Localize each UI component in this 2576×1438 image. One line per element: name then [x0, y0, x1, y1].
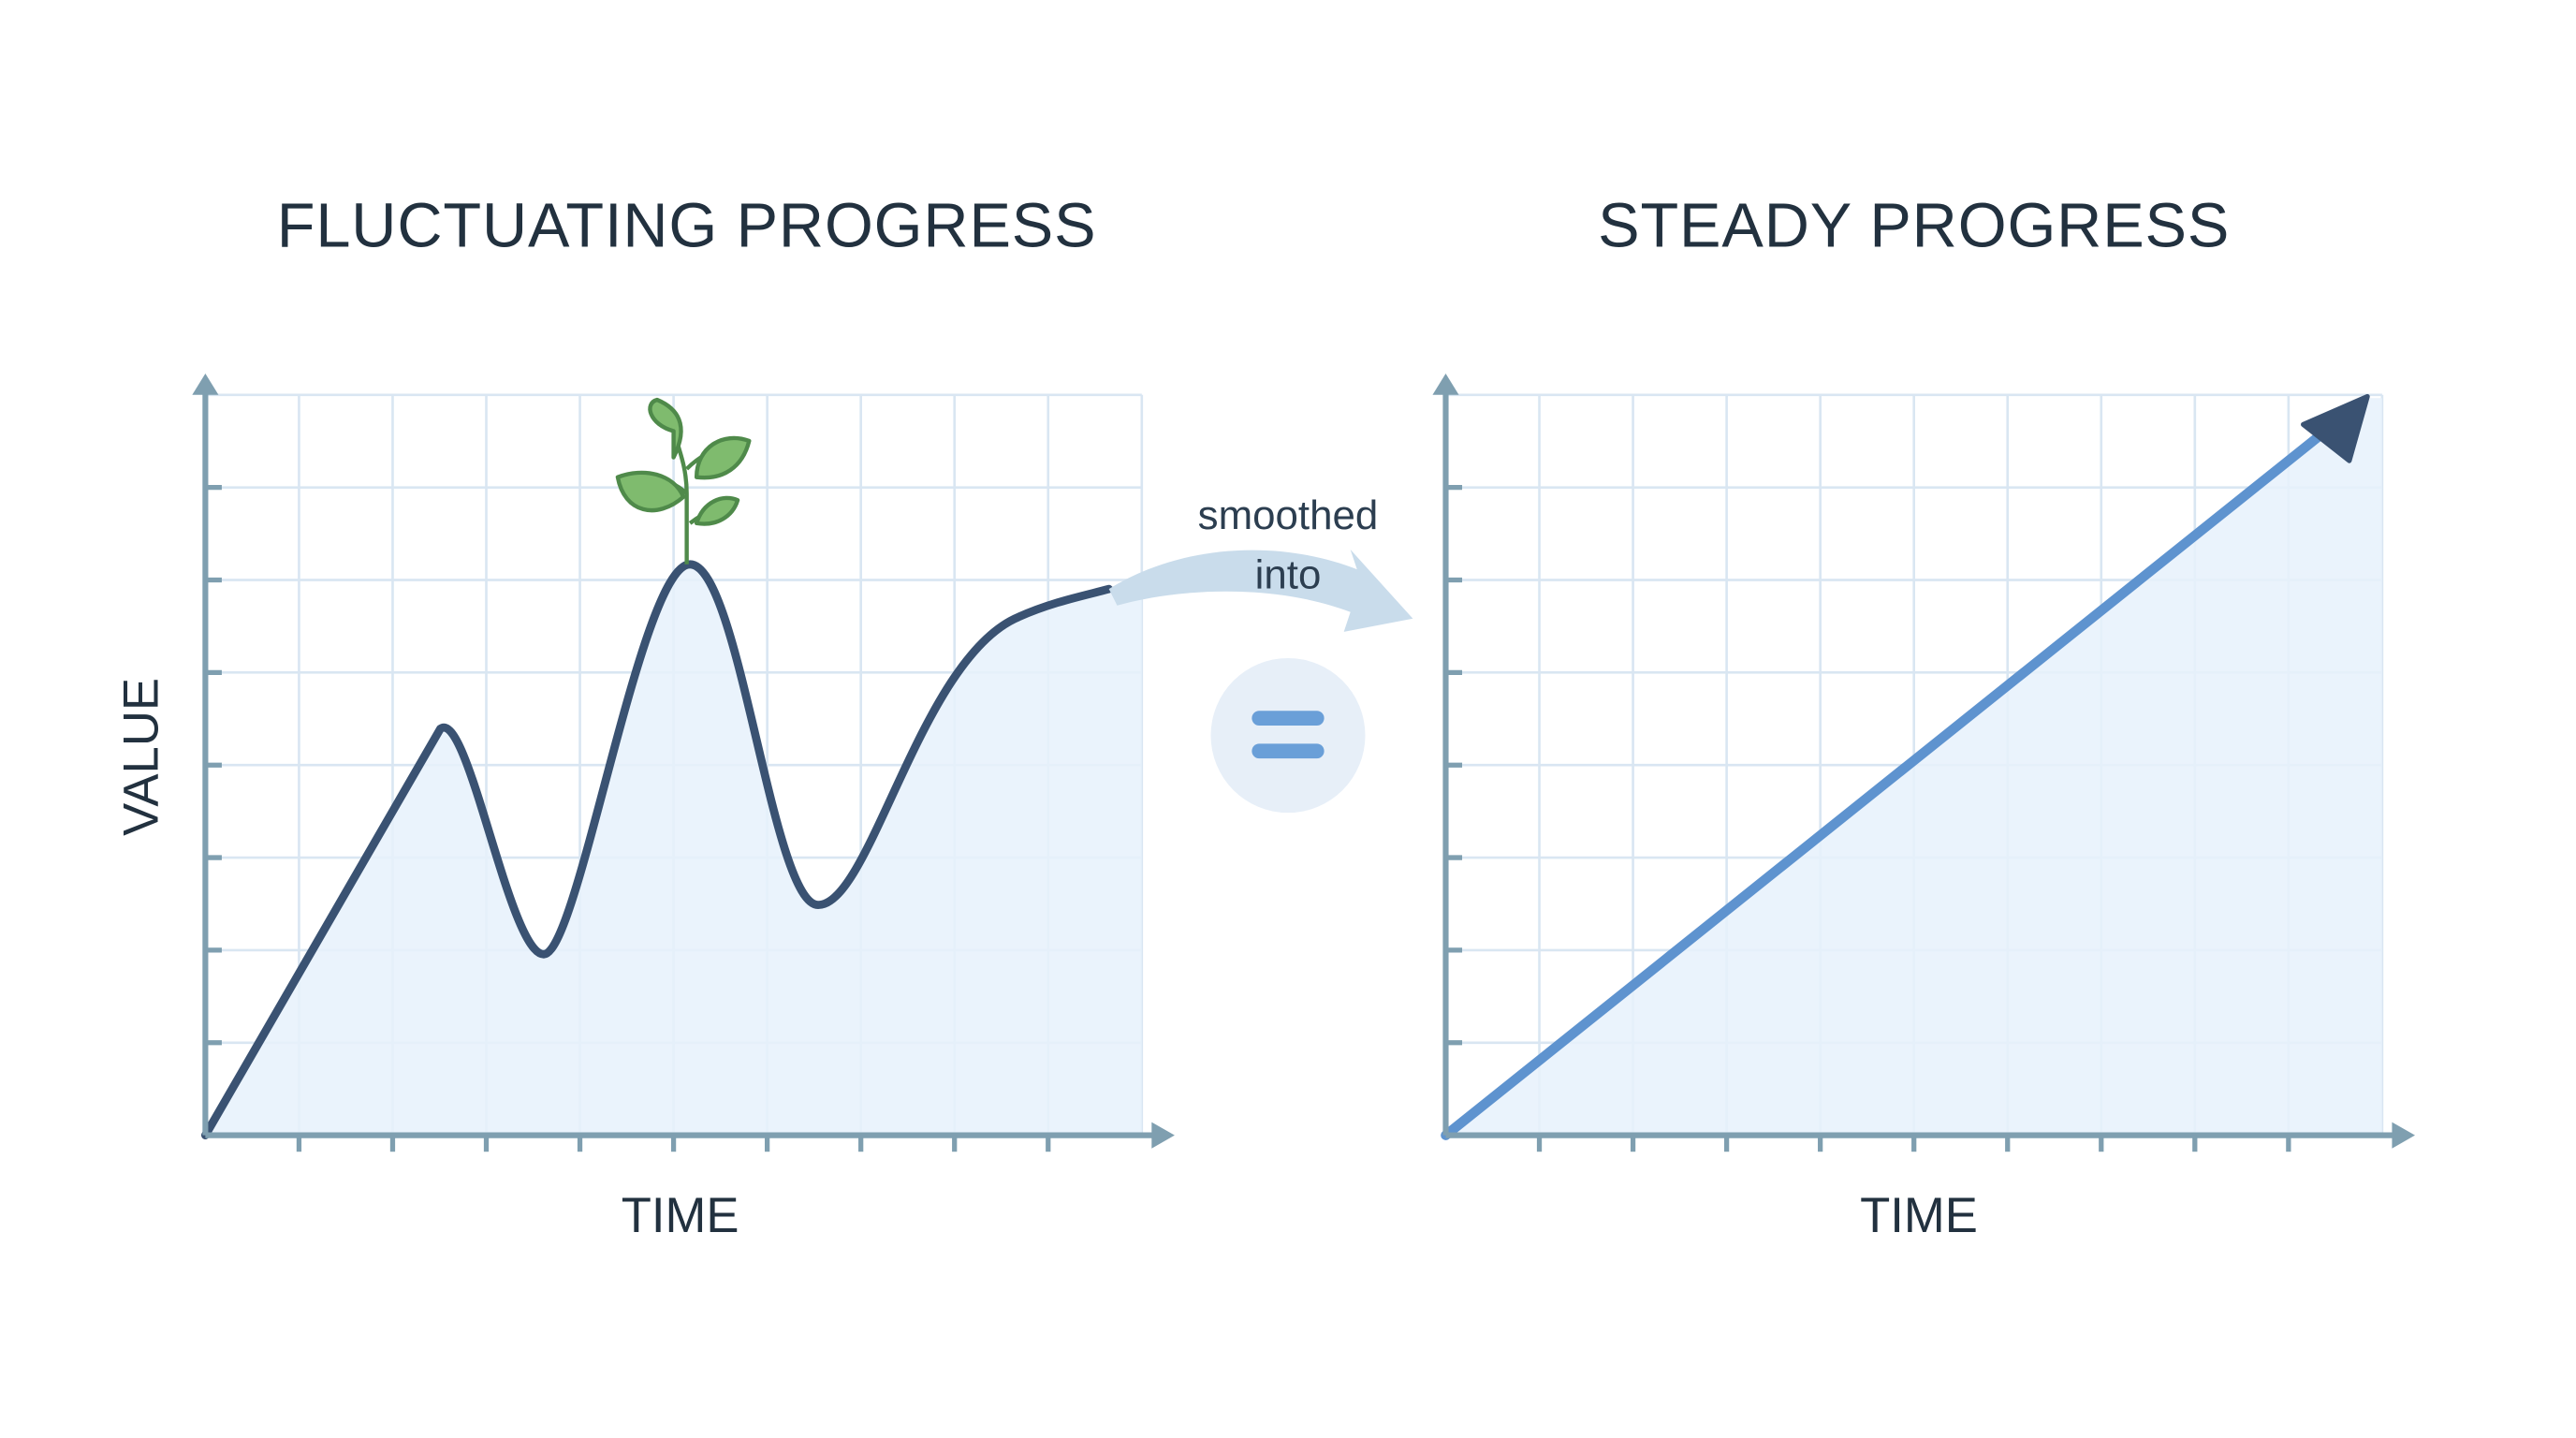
plant-leaf — [648, 397, 683, 460]
equals-bar — [1251, 711, 1325, 726]
equals-badge — [1210, 657, 1366, 814]
panel-title: FLUCTUATING PROGRESS — [277, 192, 1097, 261]
x-axis-label: TIME — [1860, 1188, 1978, 1243]
panel-title: STEADY PROGRESS — [1598, 192, 2230, 261]
left-curve — [201, 560, 1114, 1140]
axis-arrow — [1151, 1122, 1175, 1149]
connector-arrow — [1108, 549, 1413, 632]
axis-arrow — [2392, 1122, 2415, 1149]
y-axis-label: VALUE — [113, 678, 168, 836]
annotation: smoothed — [1198, 492, 1379, 538]
left-area — [205, 564, 1142, 1136]
plant-icon — [615, 397, 752, 565]
right-trend-line — [1441, 422, 2334, 1140]
plant-leaf — [694, 495, 740, 526]
x-axis-label: TIME — [622, 1188, 739, 1243]
annotation: into — [1255, 551, 1322, 597]
plant-leaf — [615, 470, 686, 513]
axis-arrow — [1432, 373, 1459, 395]
axis-arrow — [192, 373, 219, 395]
plant-leaf — [694, 435, 752, 480]
right-arrowhead — [2301, 393, 2370, 463]
equals-bar — [1251, 743, 1325, 759]
axes — [192, 373, 2415, 1152]
